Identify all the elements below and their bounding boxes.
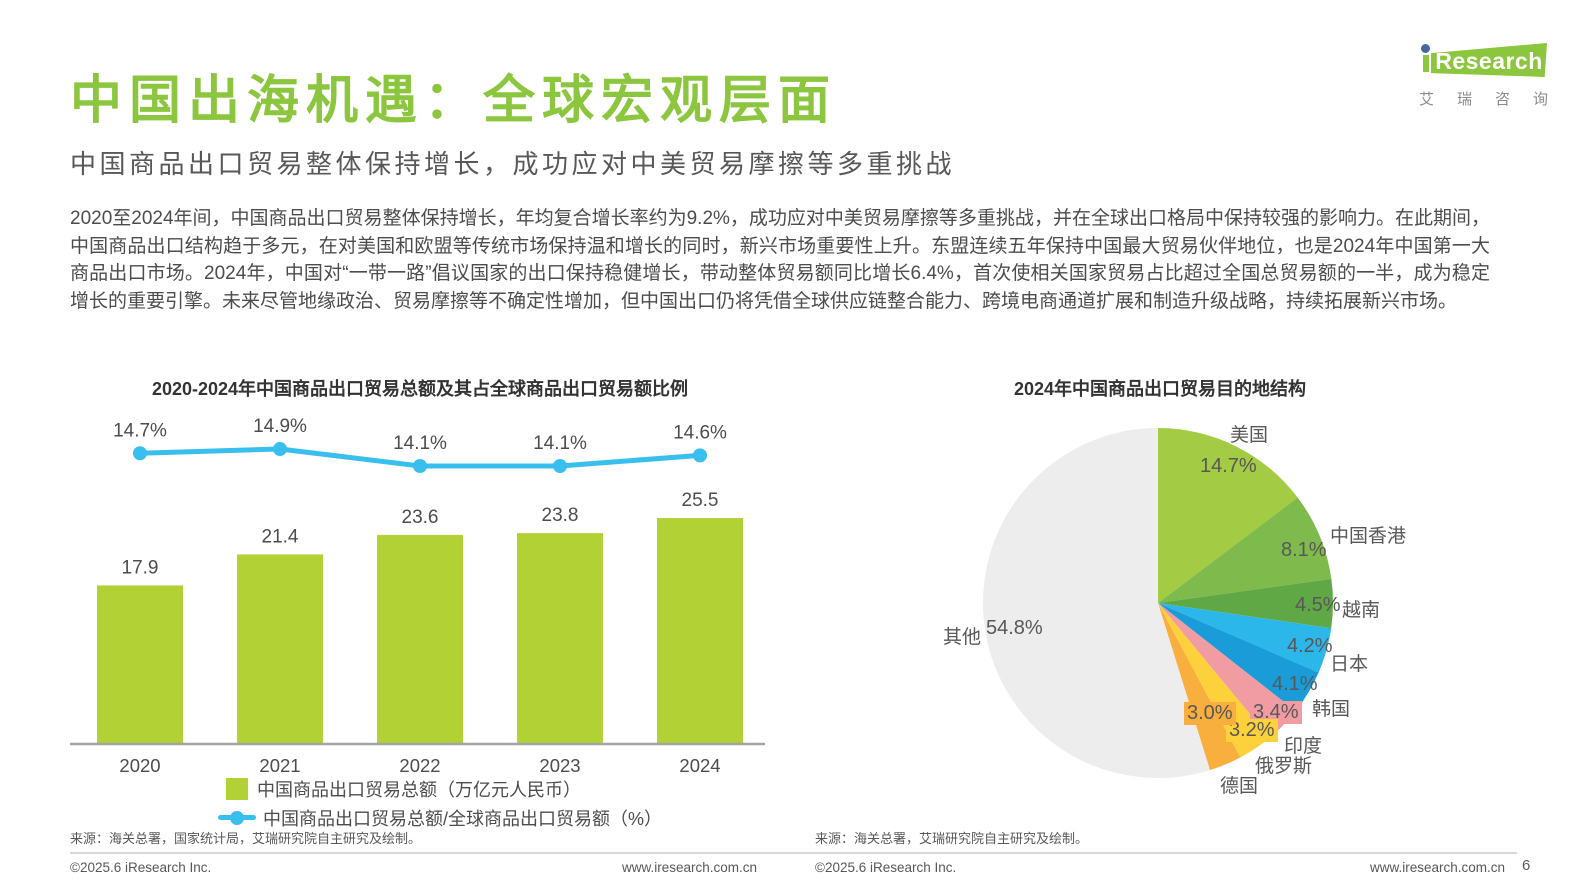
bar-value-label: 23.8 (542, 505, 579, 526)
pie-label-us: 美国 (1230, 425, 1269, 446)
pie-slice-俄罗斯 (1158, 603, 1270, 758)
pie-slice-日本 (1158, 603, 1332, 673)
line-point (693, 448, 707, 463)
copyright-left: ©2025.6 iResearch Inc. (70, 860, 212, 875)
bar-value-label: 21.4 (262, 526, 299, 547)
legend-item-line: 中国商品出口贸易总额/全球商品出口贸易额（%） (218, 805, 663, 830)
pie-chart-title: 2024年中国商品出口贸易目的地结构 (1013, 379, 1307, 399)
line-value-label: 14.6% (673, 422, 727, 443)
logo-i-stem-icon (1423, 55, 1429, 72)
logo-banner: Research (1431, 43, 1547, 77)
pie-value-us: 14.7% (1200, 455, 1257, 477)
page-number: 6 (1522, 857, 1531, 874)
bar-2020 (97, 585, 183, 744)
pie-label-other: 其他 (943, 627, 982, 648)
website-left: www.iresearch.com.cn (621, 860, 757, 875)
website-right: www.iresearch.com.cn (1369, 860, 1505, 875)
legend-label-line: 中国商品出口贸易总额/全球商品出口贸易额（%） (263, 808, 663, 829)
pie-value-in: 3.4% (1250, 701, 1302, 724)
pie-value-de: 3.0% (1184, 702, 1236, 725)
line-point (413, 459, 427, 473)
page-title: 中国出海机遇：全球宏观层面 (70, 72, 838, 130)
x-axis-label: 2022 (399, 755, 440, 776)
pie-source: 来源：海关总署，艾瑞研究院自主研究及绘制。 (815, 831, 1089, 846)
x-axis-label: 2024 (679, 755, 720, 776)
legend-item-bar: 中国商品出口贸易总额（万亿元人民币） (226, 776, 662, 801)
pie-value-vn: 4.5% (1295, 594, 1341, 616)
logo-text: Research (1435, 48, 1543, 74)
combo-legend: 中国商品出口贸易总额（万亿元人民币） 中国商品出口贸易总额/全球商品出口贸易额（… (218, 776, 663, 834)
line-value-label: 14.1% (533, 433, 587, 454)
combo-chart: 17.9 21.4 23.6 23.8 25.5 2020 2021 2022 2023 2024… (70, 416, 765, 776)
copyright-right: ©2025.6 iResearch Inc. (815, 860, 957, 875)
logo-i-dot-icon (1421, 44, 1430, 53)
bar-swatch-icon (226, 777, 248, 800)
line-swatch-icon (218, 810, 256, 825)
pie-slice-韩国 (1158, 603, 1319, 712)
iresearch-logo: Research 艾瑞咨询 (1405, 38, 1555, 108)
bar-2021 (237, 554, 323, 744)
logo-chinese-name: 艾瑞咨询 (1419, 91, 1572, 108)
pie-label-hk: 中国香港 (1330, 526, 1407, 547)
pie-slice-越南 (1158, 578, 1334, 629)
pie-label-de: 德国 (1220, 776, 1259, 797)
combo-chart-title: 2020-2024年中国商品出口贸易总额及其占全球商品出口贸易额比例 (151, 379, 689, 399)
bar-2023 (517, 533, 603, 744)
line-value-label: 14.7% (113, 420, 167, 441)
pie-slice-美国 (1158, 428, 1298, 603)
line-value-label: 14.1% (393, 433, 447, 454)
pie-slice-其他 (982, 428, 1210, 778)
intro-paragraph: 2020至2024年间，中国商品出口贸易整体保持增长，年均复合增长率约为9.2%… (70, 208, 1490, 313)
x-axis-label: 2023 (539, 755, 580, 776)
combo-source: 来源：海关总署，国家统计局，艾瑞研究院自主研究及绘制。 (70, 831, 422, 846)
x-axis-label: 2020 (119, 755, 160, 776)
line-point (133, 446, 147, 461)
bar-2024 (657, 518, 743, 744)
pie-label-in: 印度 (1284, 736, 1323, 757)
page-subtitle: 中国商品出口贸易整体保持增长，成功应对中美贸易摩擦等多重挑战 (70, 149, 956, 179)
legend-label-bar: 中国商品出口贸易总额（万亿元人民币） (257, 779, 581, 800)
pie-value-jp: 4.2% (1287, 635, 1333, 657)
pie-value-ru: 3.2% (1226, 719, 1278, 742)
pie-label-kr: 韩国 (1312, 699, 1351, 720)
line-point (553, 459, 567, 473)
pie-value-hk: 8.1% (1281, 539, 1327, 561)
pie-label-jp: 日本 (1330, 654, 1369, 675)
bar-value-label: 25.5 (682, 490, 719, 511)
pie-chart (982, 428, 1334, 778)
line-point (273, 442, 287, 456)
pie-slice-中国香港 (1158, 497, 1332, 603)
line-value-label: 14.9% (253, 416, 307, 437)
pie-value-other: 54.8% (986, 617, 1043, 639)
bar-2022 (377, 534, 463, 744)
pie-label-ru: 俄罗斯 (1255, 756, 1313, 777)
pie-slice-德国 (1158, 603, 1241, 771)
pie-label-vn: 越南 (1342, 600, 1381, 621)
pie-value-kr: 4.1% (1272, 673, 1318, 695)
x-axis-label: 2021 (259, 755, 300, 776)
bar-value-label: 17.9 (122, 557, 159, 578)
bar-value-label: 23.6 (402, 507, 439, 528)
footer-divider (70, 852, 1517, 854)
